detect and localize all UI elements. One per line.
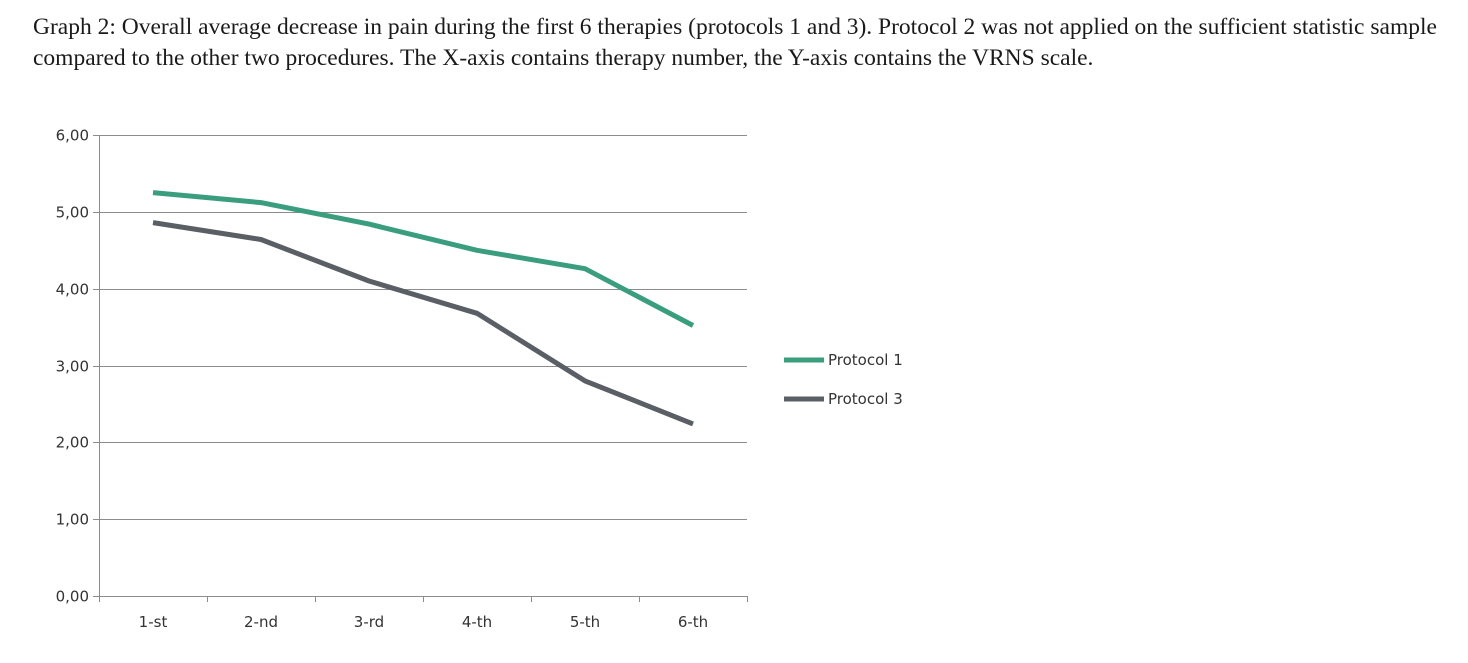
y-tick-labels: 0,00 1,00 2,00 3,00 4,00 5,00 6,00 xyxy=(56,127,89,606)
x-tick-labels: 1-st 2-nd 3-rd 4-th 5-th 6-th xyxy=(139,613,709,631)
x-tick-label: 2-nd xyxy=(244,613,278,631)
figure-caption: Graph 2: Overall average decrease in pai… xyxy=(33,14,1437,71)
x-tick-label: 5-th xyxy=(570,613,600,631)
legend: Protocol 1 Protocol 3 xyxy=(784,351,903,408)
x-tick-label: 3-rd xyxy=(354,613,384,631)
gridlines xyxy=(99,135,747,520)
y-tick-label: 6,00 xyxy=(56,127,89,145)
x-tick-label: 4-th xyxy=(462,613,492,631)
series-lines xyxy=(152,190,695,427)
series-line-1 xyxy=(152,190,695,328)
x-tick-label: 1-st xyxy=(139,613,168,631)
legend-label: Protocol 1 xyxy=(828,351,903,369)
x-tick-label: 6-th xyxy=(678,613,708,631)
axes xyxy=(93,135,748,602)
y-tick-label: 3,00 xyxy=(56,358,89,376)
y-tick-label: 4,00 xyxy=(56,281,89,299)
y-tick-label: 0,00 xyxy=(56,588,89,606)
y-tick-label: 5,00 xyxy=(56,204,89,222)
legend-label: Protocol 3 xyxy=(828,390,903,408)
y-tick-label: 2,00 xyxy=(56,434,89,452)
y-tick-label: 1,00 xyxy=(56,511,89,529)
series-line-2 xyxy=(152,220,694,427)
